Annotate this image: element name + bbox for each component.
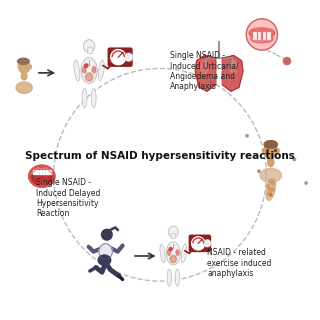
- Circle shape: [271, 188, 275, 191]
- Circle shape: [246, 134, 248, 137]
- Ellipse shape: [84, 64, 88, 68]
- Ellipse shape: [268, 158, 274, 166]
- Ellipse shape: [266, 179, 276, 200]
- Circle shape: [268, 192, 271, 196]
- Ellipse shape: [175, 269, 180, 286]
- Ellipse shape: [166, 242, 180, 265]
- Ellipse shape: [264, 140, 277, 148]
- Ellipse shape: [167, 250, 171, 255]
- FancyBboxPatch shape: [189, 235, 211, 252]
- Ellipse shape: [167, 269, 172, 286]
- Polygon shape: [195, 55, 216, 91]
- Ellipse shape: [160, 244, 165, 262]
- Ellipse shape: [168, 226, 178, 237]
- Circle shape: [284, 58, 291, 65]
- Ellipse shape: [18, 60, 30, 73]
- Circle shape: [192, 237, 205, 250]
- Circle shape: [268, 188, 272, 191]
- Circle shape: [269, 179, 272, 183]
- Circle shape: [258, 170, 260, 172]
- Ellipse shape: [29, 65, 31, 68]
- Bar: [33, 170, 51, 174]
- Ellipse shape: [91, 88, 96, 108]
- Ellipse shape: [170, 255, 177, 263]
- Circle shape: [204, 240, 211, 247]
- Text: Spectrum of NSAID hypersensitivity reactions: Spectrum of NSAID hypersensitivity react…: [25, 151, 295, 161]
- Circle shape: [126, 55, 131, 60]
- Polygon shape: [222, 55, 243, 91]
- Ellipse shape: [264, 143, 277, 158]
- Ellipse shape: [99, 244, 112, 260]
- Ellipse shape: [38, 181, 45, 186]
- Bar: [263, 32, 266, 40]
- Ellipse shape: [74, 60, 80, 81]
- Ellipse shape: [21, 73, 27, 80]
- Text: NSAID - related
exercise induced
anaphylaxis: NSAID - related exercise induced anaphyl…: [207, 248, 272, 278]
- Circle shape: [111, 50, 126, 65]
- Ellipse shape: [35, 175, 49, 184]
- Bar: [258, 32, 261, 40]
- Circle shape: [272, 182, 275, 185]
- Circle shape: [124, 53, 133, 61]
- Ellipse shape: [201, 61, 208, 74]
- Text: Single NSAID -
Induced Urticaria/
Angioedema and
Anaphylaxis: Single NSAID - Induced Urticaria/ Angioe…: [170, 51, 239, 92]
- Ellipse shape: [176, 250, 179, 255]
- Ellipse shape: [249, 28, 275, 38]
- Ellipse shape: [262, 148, 265, 153]
- Bar: [87, 47, 92, 53]
- Ellipse shape: [251, 35, 273, 43]
- Circle shape: [205, 241, 209, 245]
- Ellipse shape: [169, 247, 172, 251]
- Ellipse shape: [85, 73, 93, 81]
- Circle shape: [305, 182, 308, 184]
- Ellipse shape: [29, 165, 55, 187]
- FancyBboxPatch shape: [108, 48, 132, 66]
- Ellipse shape: [81, 58, 97, 84]
- Ellipse shape: [230, 61, 237, 74]
- Ellipse shape: [82, 88, 87, 108]
- Ellipse shape: [250, 28, 274, 36]
- Ellipse shape: [98, 255, 111, 265]
- Circle shape: [267, 184, 270, 188]
- Bar: [171, 233, 175, 238]
- Ellipse shape: [83, 67, 86, 73]
- Ellipse shape: [32, 169, 52, 185]
- Ellipse shape: [98, 60, 104, 81]
- Bar: [253, 32, 257, 40]
- Ellipse shape: [276, 148, 279, 153]
- Circle shape: [101, 229, 112, 240]
- Bar: [267, 32, 271, 40]
- Text: Single NSAID -
Induced Delayed
Hypersensitivity
Reaction: Single NSAID - Induced Delayed Hypersens…: [36, 178, 100, 219]
- Ellipse shape: [16, 82, 32, 93]
- Ellipse shape: [18, 58, 29, 64]
- Ellipse shape: [84, 40, 95, 53]
- Circle shape: [293, 158, 296, 161]
- Circle shape: [269, 194, 272, 196]
- Ellipse shape: [92, 67, 96, 73]
- Ellipse shape: [260, 168, 281, 182]
- Circle shape: [246, 19, 277, 50]
- Ellipse shape: [181, 244, 187, 262]
